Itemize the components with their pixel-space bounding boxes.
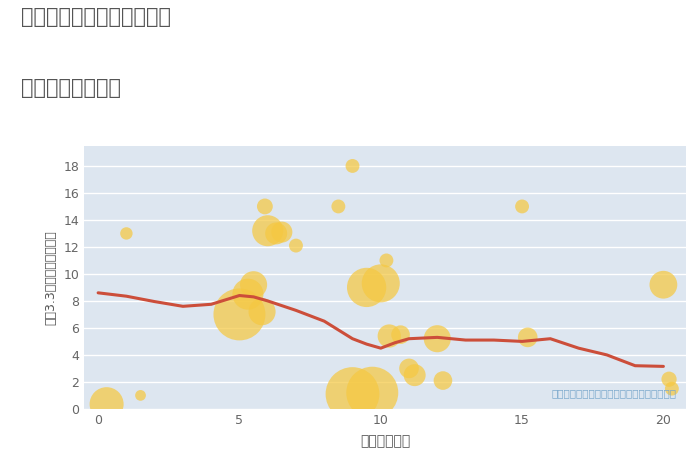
Point bbox=[517, 203, 528, 210]
Point bbox=[409, 371, 420, 379]
Point bbox=[403, 365, 414, 372]
Point bbox=[361, 284, 372, 291]
Point bbox=[522, 334, 533, 341]
Point bbox=[347, 390, 358, 398]
Point bbox=[256, 308, 267, 315]
Point bbox=[395, 331, 406, 338]
Point bbox=[271, 230, 282, 237]
Point bbox=[259, 203, 270, 210]
Point bbox=[664, 376, 675, 383]
Point bbox=[248, 281, 259, 289]
X-axis label: 駅距離（分）: 駅距離（分） bbox=[360, 434, 410, 448]
Point bbox=[101, 400, 112, 408]
Text: 円の大きさは、取引のあった物件面積を示す: 円の大きさは、取引のあった物件面積を示す bbox=[552, 388, 677, 399]
Point bbox=[135, 392, 146, 399]
Point bbox=[242, 290, 253, 298]
Point bbox=[347, 162, 358, 170]
Point bbox=[658, 281, 669, 289]
Point bbox=[384, 332, 395, 340]
Point bbox=[666, 385, 678, 392]
Point bbox=[438, 377, 449, 384]
Point bbox=[290, 242, 302, 250]
Point bbox=[375, 280, 386, 287]
Text: 駅距離別土地価格: 駅距離別土地価格 bbox=[21, 78, 121, 98]
Point bbox=[432, 335, 443, 343]
Point bbox=[262, 227, 273, 235]
Point bbox=[121, 230, 132, 237]
Y-axis label: 坪（3.3㎡）単価（万円）: 坪（3.3㎡）単価（万円） bbox=[45, 230, 57, 325]
Point bbox=[367, 389, 378, 397]
Point bbox=[276, 228, 288, 236]
Text: 三重県伊賀市上野愛宕町の: 三重県伊賀市上野愛宕町の bbox=[21, 7, 171, 27]
Point bbox=[332, 203, 344, 210]
Point bbox=[234, 311, 245, 318]
Point bbox=[381, 257, 392, 264]
